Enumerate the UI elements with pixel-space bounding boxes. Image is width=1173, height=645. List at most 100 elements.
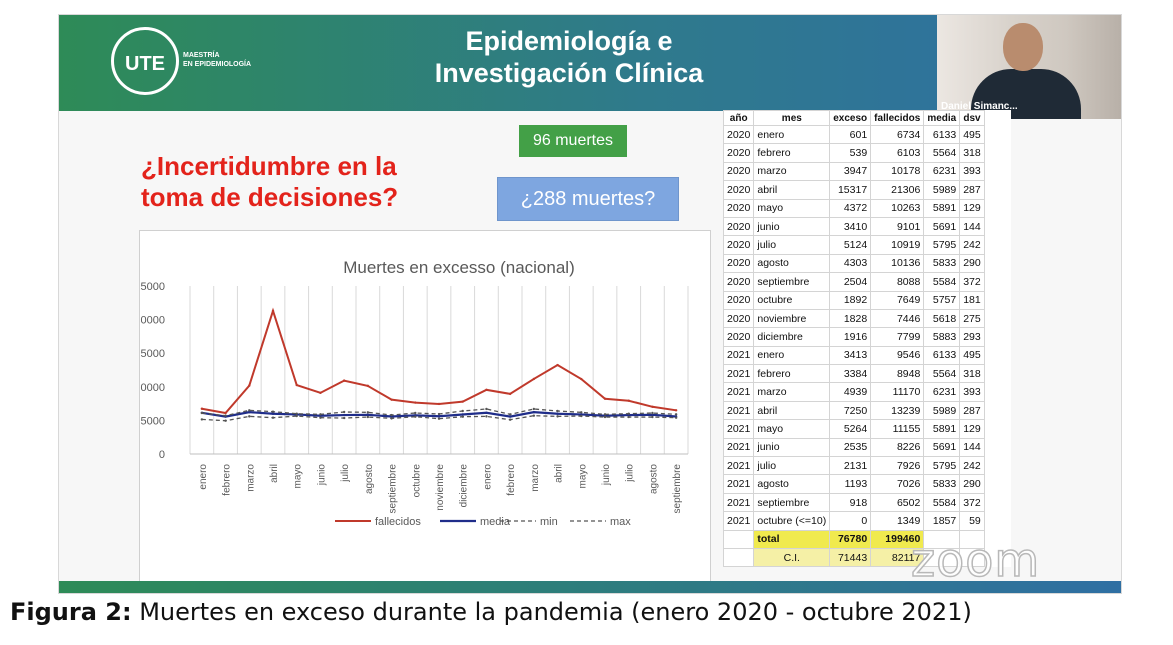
table-row: 2020 enero 601 6734 6133 495 bbox=[722, 124, 985, 145]
data-point-min bbox=[271, 416, 275, 419]
table-cell: agosto bbox=[753, 253, 831, 274]
logo-subtitle-line: EN EPIDEMIOLOGÍA bbox=[183, 61, 252, 68]
data-point-fallecidos bbox=[674, 409, 678, 412]
x-tick-label: septiembre bbox=[672, 464, 683, 514]
table-cell: 10136 bbox=[870, 253, 925, 274]
table-header-row: año mes exceso fallecidos media dsv bbox=[722, 110, 985, 126]
y-tick-label: 15000 bbox=[140, 348, 165, 360]
data-table: año mes exceso fallecidos media dsv 2020 enero… bbox=[722, 110, 985, 568]
table-cell: julio bbox=[753, 235, 831, 255]
table-cell: 3413 bbox=[829, 345, 872, 366]
data-point-max bbox=[651, 411, 654, 415]
presenter-head bbox=[1003, 23, 1043, 71]
table-cell: 2020 bbox=[722, 198, 755, 218]
data-point-min bbox=[580, 414, 583, 418]
data-point-max bbox=[674, 413, 678, 416]
table-row: 2021 septiembre 918 6502 5584 372 bbox=[722, 492, 985, 513]
table-cell: 5891 bbox=[923, 419, 961, 439]
webcam-video[interactable]: Daniel Simanc... bbox=[937, 15, 1121, 119]
data-point-fallecidos bbox=[414, 401, 417, 404]
x-tick-label: diciembre bbox=[459, 464, 470, 508]
table-cell: septiembre bbox=[753, 272, 831, 292]
ci-low: 71443 bbox=[829, 547, 872, 568]
table-cell: 539 bbox=[829, 143, 872, 163]
data-point-min bbox=[508, 418, 512, 421]
data-point-fallecidos bbox=[651, 405, 654, 408]
table-cell: 242 bbox=[959, 235, 985, 255]
table-cell: 181 bbox=[959, 290, 985, 310]
data-point-min bbox=[224, 419, 227, 422]
table-cell: 13239 bbox=[870, 400, 925, 421]
data-point-media bbox=[366, 413, 370, 417]
x-tick-label: noviembre bbox=[435, 464, 446, 511]
table-cell: 0 bbox=[829, 511, 872, 531]
question-line2: toma de decisiones? bbox=[141, 182, 399, 212]
legend-label-max: max bbox=[610, 516, 631, 528]
table-cell: 5564 bbox=[923, 364, 961, 384]
table-row: 2020 diciembre 1916 7799 5883 293 bbox=[722, 327, 985, 347]
table-cell bbox=[722, 529, 755, 549]
data-point-fallecidos bbox=[437, 402, 441, 406]
table-cell: 393 bbox=[959, 382, 985, 402]
table-cell bbox=[923, 529, 961, 549]
x-tick-label: marzo bbox=[530, 464, 541, 492]
table-cell: 1828 bbox=[829, 308, 872, 329]
table-cell: 10178 bbox=[870, 161, 925, 182]
data-point-max bbox=[627, 412, 630, 415]
data-point-fallecidos bbox=[508, 392, 512, 396]
table-cell: 290 bbox=[959, 253, 985, 274]
data-point-min bbox=[674, 416, 678, 419]
table-row: 2020 mayo 4372 10263 5891 129 bbox=[722, 198, 985, 218]
data-point-fallecidos bbox=[485, 388, 488, 392]
x-tick-label: febrero bbox=[222, 464, 233, 496]
table-cell: 10263 bbox=[870, 198, 925, 218]
table-cell: 2020 bbox=[722, 290, 755, 310]
data-point-fallecidos bbox=[532, 377, 536, 381]
x-tick-label: junio bbox=[316, 464, 327, 487]
table-cell: 2021 bbox=[722, 345, 755, 366]
table-cell: 8088 bbox=[870, 272, 925, 292]
table-cell: 372 bbox=[959, 272, 985, 292]
table-cell: 293 bbox=[959, 327, 985, 347]
table-cell: 287 bbox=[959, 180, 985, 200]
table-cell: 495 bbox=[959, 345, 985, 366]
presentation-slide: UTE MAESTRÍA EN EPIDEMIOLOGÍA Epidemiolo… bbox=[58, 14, 1122, 594]
data-point-max bbox=[414, 411, 417, 415]
table-cell: 5691 bbox=[923, 216, 961, 237]
data-point-min bbox=[485, 415, 488, 418]
table-cell: 5124 bbox=[829, 235, 872, 255]
table-cell: 1892 bbox=[829, 290, 872, 310]
table-cell: 7446 bbox=[870, 308, 925, 329]
data-point-media bbox=[532, 410, 536, 414]
data-table-container: año mes exceso fallecidos media dsv 2020 enero… bbox=[722, 110, 1011, 568]
table-cell: 9101 bbox=[870, 216, 925, 237]
table-cell: 318 bbox=[959, 364, 985, 384]
table-cell: 242 bbox=[959, 456, 985, 476]
table-cell: 4939 bbox=[829, 382, 872, 402]
table-cell: marzo bbox=[753, 382, 831, 402]
table-cell: 2021 bbox=[722, 456, 755, 476]
table-cell: 6133 bbox=[923, 124, 961, 145]
table-cell: 3410 bbox=[829, 216, 872, 237]
table-cell: 2021 bbox=[722, 382, 755, 402]
table-cell: 3384 bbox=[829, 364, 872, 384]
data-point-media bbox=[485, 411, 488, 414]
table-cell: 5989 bbox=[923, 400, 961, 421]
data-point-fallecidos bbox=[319, 391, 322, 395]
table-cell: mayo bbox=[753, 198, 831, 218]
data-point-max bbox=[461, 409, 464, 413]
y-tick-label: 5000 bbox=[141, 415, 165, 427]
total-label: total bbox=[753, 529, 831, 549]
slide-title-line1: Epidemiología e bbox=[465, 26, 673, 56]
table-cell: 290 bbox=[959, 474, 985, 494]
data-point-max bbox=[603, 413, 607, 416]
data-point-fallecidos bbox=[580, 377, 583, 381]
table-cell: 4372 bbox=[829, 198, 872, 218]
legend-label-fallecidos: fallecidos bbox=[375, 516, 421, 528]
table-row: 2020 septiembre 2504 8088 5584 372 bbox=[722, 272, 985, 292]
table-cell: 10919 bbox=[870, 235, 925, 255]
data-point-max bbox=[508, 413, 512, 416]
data-point-fallecidos bbox=[366, 384, 370, 388]
data-point-min bbox=[532, 414, 536, 417]
data-point-media bbox=[508, 415, 512, 418]
